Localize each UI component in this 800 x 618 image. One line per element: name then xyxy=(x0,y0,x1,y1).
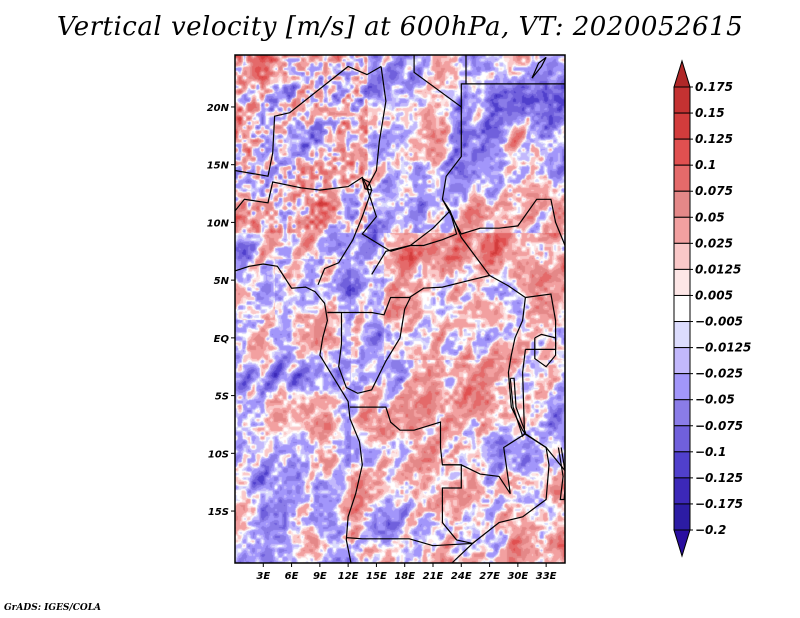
y-tick-label: 5S xyxy=(215,392,229,403)
colorbar-over-arrow xyxy=(673,59,691,88)
y-axis: 20N 15N 10N 5N EQ 5S 10S 15S xyxy=(207,103,235,518)
colorbar-box xyxy=(673,451,691,479)
colorbar-label: 0.15 xyxy=(695,106,725,120)
border-congo xyxy=(338,297,411,394)
y-tick-label: EQ xyxy=(214,334,230,345)
border-drc-angola xyxy=(350,406,473,544)
x-tick-label: 24E xyxy=(451,571,472,582)
colorbar-under-arrow xyxy=(673,529,691,558)
y-tick-label: 15S xyxy=(208,507,229,518)
colorbar-box xyxy=(673,347,691,375)
border-nigeria-cameroon xyxy=(317,189,373,286)
x-tick-label: 33E xyxy=(536,571,557,582)
chart-title: Vertical velocity [m/s] at 600hPa, VT: 2… xyxy=(56,12,744,42)
colorbar-label: 0.175 xyxy=(695,80,733,94)
lake-nasser xyxy=(531,56,547,79)
colorbar-box xyxy=(673,373,691,401)
colorbar-label: −0.025 xyxy=(695,367,743,381)
x-tick-label: 15E xyxy=(366,571,387,582)
border-chad-east xyxy=(390,107,462,252)
y-tick-label: 10N xyxy=(207,218,230,229)
colorbar-box xyxy=(673,477,691,505)
colorbar-label: 0.005 xyxy=(695,288,733,302)
x-axis: 3E 6E 9E 12E 15E 18E 21E 24E 27E 30E 33E xyxy=(256,563,557,582)
colorbar-label: −0.05 xyxy=(695,393,735,407)
lake-victoria xyxy=(534,333,557,368)
colorbar-label: 0.025 xyxy=(695,236,733,250)
colorbar-label: −0.125 xyxy=(695,471,743,485)
colorbar-label: 0.1 xyxy=(695,158,716,172)
coastline xyxy=(235,263,363,563)
x-tick-label: 3E xyxy=(256,571,270,582)
colorbar-box xyxy=(673,268,691,296)
colorbar-box xyxy=(673,86,691,114)
vertical-velocity-field xyxy=(235,55,565,563)
colorbar-label: 0.125 xyxy=(695,132,733,146)
country-borders xyxy=(235,55,565,563)
colorbar-box xyxy=(673,503,691,531)
colorbar-box xyxy=(673,321,691,349)
map-frame xyxy=(234,54,566,564)
x-tick-label: 12E xyxy=(338,571,359,582)
colorbar-box xyxy=(673,216,691,244)
colorbar-box xyxy=(673,190,691,218)
colorbar-box xyxy=(673,399,691,427)
colorbar: 0.175 0.15 0.125 0.1 0.075 0.05 0.025 0.0125 0.0… xyxy=(673,59,751,558)
colorbar-box xyxy=(673,112,691,140)
border-uganda-kenya xyxy=(525,293,557,350)
colorbar-label: −0.1 xyxy=(695,445,726,459)
colorbar-label: −0.075 xyxy=(695,419,743,433)
x-tick-label: 6E xyxy=(285,571,299,582)
y-tick-label: 20N xyxy=(207,103,230,114)
colorbar-label: 0.05 xyxy=(695,210,725,224)
x-tick-label: 30E xyxy=(507,571,528,582)
colorbar-label: −0.2 xyxy=(695,523,726,537)
x-tick-label: 21E xyxy=(423,571,444,582)
lake-chad xyxy=(361,177,373,191)
colorbar-label: −0.0125 xyxy=(695,341,751,355)
colorbar-box xyxy=(673,164,691,192)
colorbar-box xyxy=(673,294,691,323)
y-tick-label: 15N xyxy=(207,161,230,172)
grads-credit: GrADS: IGES/COLA xyxy=(4,603,102,613)
map-panel xyxy=(235,55,565,563)
border-niger-south xyxy=(235,176,370,212)
border-libya-sudan xyxy=(413,55,565,109)
y-tick-label: 10S xyxy=(208,449,229,460)
colorbar-box xyxy=(673,138,691,166)
x-tick-label: 18E xyxy=(394,571,415,582)
lake-tanganyika xyxy=(509,377,527,438)
x-tick-label: 9E xyxy=(313,571,327,582)
lake-malawi xyxy=(557,447,565,501)
y-tick-label: 5N xyxy=(214,276,230,287)
colorbar-box xyxy=(673,425,691,453)
colorbar-label: −0.005 xyxy=(695,315,743,329)
x-tick-label: 27E xyxy=(479,571,500,582)
colorbar-label: −0.175 xyxy=(695,497,743,511)
border-car xyxy=(327,209,491,316)
colorbar-box xyxy=(673,242,691,270)
colorbar-label: 0.075 xyxy=(695,184,733,198)
border-niger-north xyxy=(235,65,382,177)
border-namibia xyxy=(346,537,475,563)
colorbar-label: 0.0125 xyxy=(695,262,741,276)
border-chad-west xyxy=(361,66,391,252)
border-sudan-ssudan xyxy=(441,198,565,246)
